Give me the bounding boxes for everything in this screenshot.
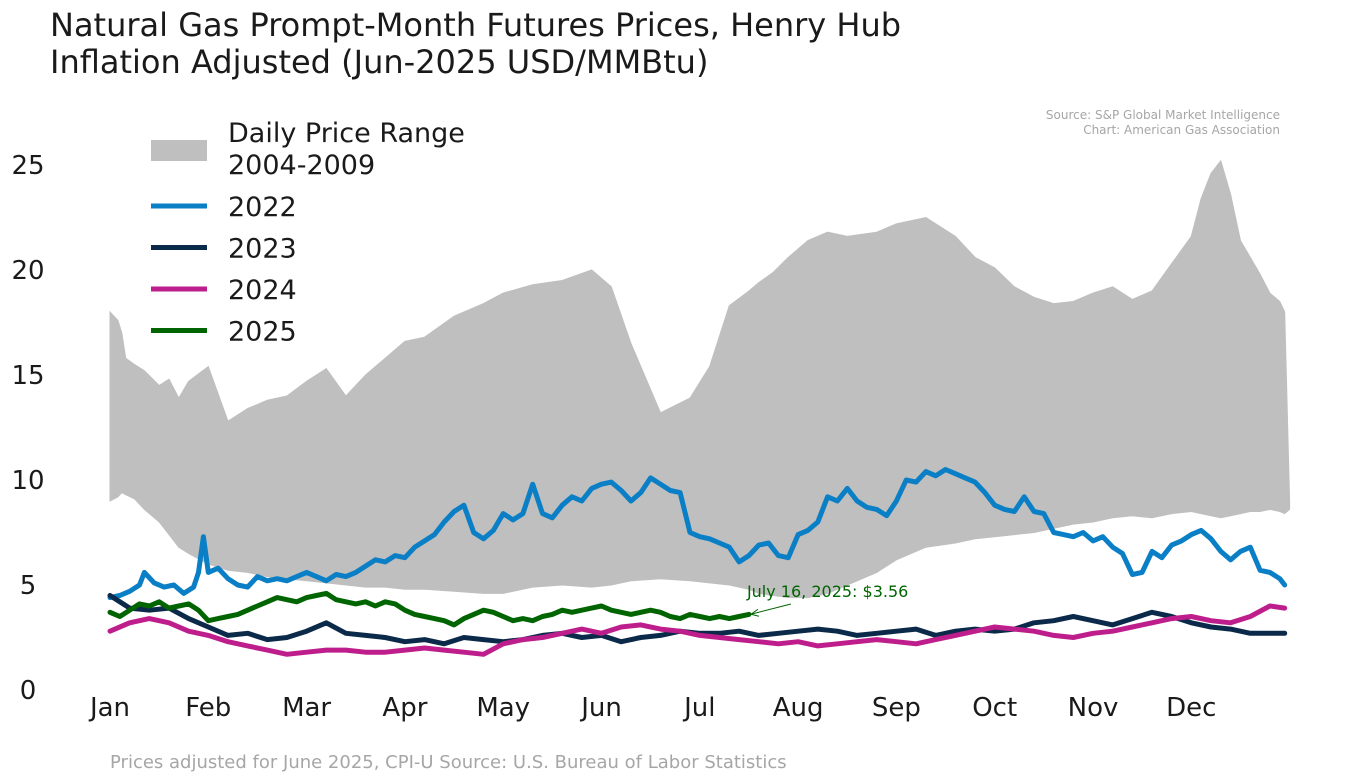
annotation-layer: July 16, 2025: $3.56 — [746, 582, 908, 617]
x-axis: Jan Feb Mar Apr May Jun Jul Aug Sep Oct Nov Dec — [88, 693, 1217, 723]
x-tick-label: Mar — [282, 693, 331, 723]
legend-label-2023: 2023 — [228, 234, 297, 265]
y-tick-label: 10 — [11, 466, 44, 496]
legend-label-2024: 2024 — [228, 275, 297, 306]
footnote: Prices adjusted for June 2025, CPI-U Sou… — [110, 752, 787, 773]
x-tick-label: Nov — [1068, 693, 1119, 723]
y-tick-label: 25 — [11, 151, 44, 181]
legend-swatch-band — [151, 140, 207, 161]
source-line-1: Source: S&P Global Market Intelligence — [1045, 108, 1280, 122]
x-tick-label: Jan — [88, 693, 130, 723]
chart-subtitle: Inflation Adjusted (Jun-2025 USD/MMBtu) — [50, 43, 709, 81]
price-range-band — [109, 159, 1291, 599]
legend-label-2022: 2022 — [228, 192, 297, 223]
x-tick-label: Oct — [972, 693, 1017, 723]
annotation-arrowhead — [749, 608, 760, 617]
x-tick-label: Jun — [579, 693, 622, 723]
y-tick-label: 20 — [11, 256, 44, 286]
x-tick-label: May — [476, 693, 530, 723]
legend-label-band: Daily Price Range — [228, 118, 465, 149]
legend-label-2025: 2025 — [228, 317, 297, 348]
x-tick-label: Feb — [185, 693, 231, 723]
x-tick-label: Sep — [872, 693, 921, 723]
source-line-2: Chart: American Gas Association — [1083, 123, 1280, 137]
series-layer — [107, 467, 1288, 657]
series-line-2022 — [107, 467, 1288, 601]
x-tick-label: Dec — [1166, 693, 1216, 723]
annotation-arrow — [750, 603, 792, 615]
legend-label-band: 2004-2009 — [228, 150, 375, 181]
y-tick-label: 5 — [20, 571, 37, 601]
annotation-label: July 16, 2025: $3.56 — [746, 582, 908, 601]
x-tick-label: Jul — [682, 693, 715, 723]
series-line-2024 — [107, 603, 1288, 657]
y-tick-label: 0 — [20, 676, 37, 706]
band-layer — [109, 159, 1291, 599]
chart-title: Natural Gas Prompt-Month Futures Prices,… — [50, 6, 902, 44]
x-tick-label: Aug — [773, 693, 824, 723]
series-line-2025 — [107, 590, 752, 628]
y-axis: 0 5 10 15 20 25 — [11, 151, 44, 706]
x-tick-label: Apr — [382, 693, 427, 723]
y-tick-label: 15 — [11, 361, 44, 391]
